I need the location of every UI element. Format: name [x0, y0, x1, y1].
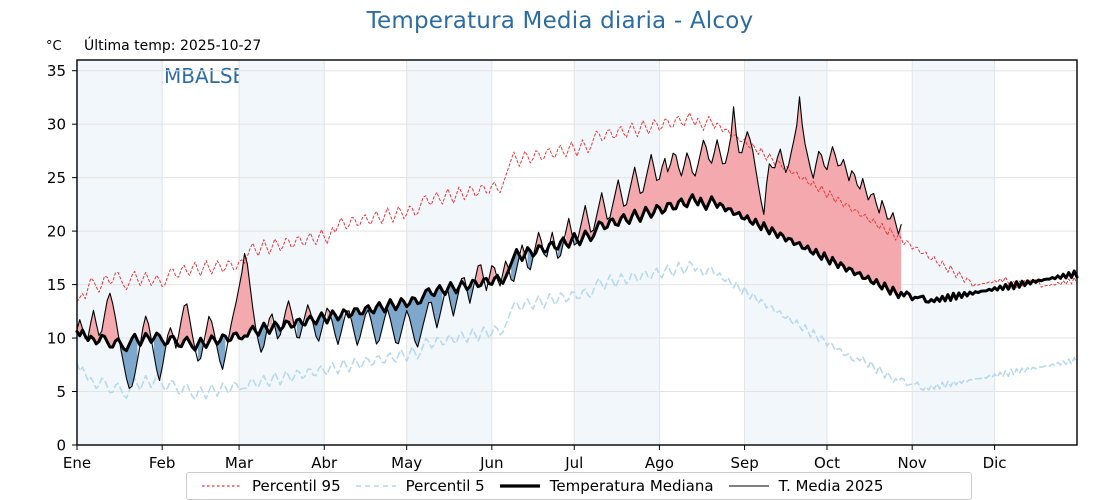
month-band: [406, 60, 492, 445]
y-axis-tick-label: 30: [47, 116, 66, 134]
x-axis-tick-label: Jul: [564, 454, 583, 472]
y-axis-tick-label: 20: [47, 223, 66, 241]
x-axis-tick-label: May: [391, 454, 422, 472]
month-band: [239, 60, 325, 445]
x-axis-tick-label: Jun: [479, 454, 503, 472]
x-axis-tick-label: Feb: [149, 454, 176, 472]
series-line-t-media-2025: [76, 96, 902, 389]
legend-swatch-icon: [728, 485, 769, 487]
y-axis-tick-label: 15: [47, 276, 66, 294]
anomaly-fill-above: [579, 96, 902, 298]
legend-item-label: T. Media 2025: [778, 477, 884, 495]
series-line-temperatura-mediana: [75, 193, 1079, 353]
plot-frame: [76, 59, 1078, 446]
series-line-percentil-5: [76, 260, 1078, 401]
legend-swatch-icon: [499, 484, 540, 488]
last-temp-label: Última temp: 2025-10-27: [84, 38, 262, 54]
y-axis-tick-label: 25: [47, 169, 66, 187]
month-band: [574, 60, 660, 445]
legend-item[interactable]: Percentil 95: [187, 473, 341, 499]
x-axis-tick-label: Oct: [814, 454, 840, 472]
legend-item-label: Temperatura Mediana: [549, 477, 714, 495]
anomaly-fill-below: [447, 282, 459, 317]
y-axis-tick-label: 0: [56, 437, 66, 455]
x-axis-tick-label: Ago: [645, 454, 674, 472]
anomaly-fill-below: [258, 323, 267, 353]
x-axis-tick-label: Abr: [311, 454, 338, 472]
legend-item[interactable]: T. Media 2025: [714, 473, 884, 499]
anomaly-fill-above: [206, 316, 215, 348]
anomaly-fill-below: [120, 334, 138, 389]
x-axis-tick-label: Mar: [225, 454, 254, 472]
legend-swatch-icon: [355, 485, 396, 487]
anomaly-fill-below: [527, 247, 534, 270]
legend-item[interactable]: Percentil 5: [341, 473, 485, 499]
x-axis-tick-label: Ene: [63, 454, 91, 472]
y-axis-tick-label: 5: [56, 383, 66, 401]
anomaly-fill-below: [557, 237, 564, 259]
anomaly-fill-above: [87, 293, 119, 348]
y-axis-tick-label: 35: [47, 62, 66, 80]
anomaly-fill-below: [511, 249, 520, 282]
x-axis-tick-label: Sep: [730, 454, 758, 472]
y-axis-unit-label: °C: [46, 39, 62, 54]
x-axis-tick-label: Dic: [983, 454, 1007, 472]
page-title: Temperatura Media diaria - Alcoy: [366, 8, 754, 34]
anomaly-fill-below: [544, 243, 550, 257]
month-band: [912, 60, 995, 445]
legend-swatch-icon: [202, 485, 242, 487]
anomaly-fill-below: [351, 285, 443, 347]
anomaly-fill-below: [274, 322, 281, 339]
x-axis-tick-label: Nov: [898, 454, 927, 472]
chart-legend: Percentil 95 Percentil 5 Temperatura Media…: [186, 472, 972, 500]
legend-item[interactable]: Temperatura Mediana: [485, 473, 714, 499]
legend-item-label: Percentil 95: [252, 477, 341, 495]
legend-item-label: Percentil 5: [405, 477, 485, 495]
y-axis-tick-label: 10: [47, 330, 66, 348]
anomaly-fill-above: [178, 303, 196, 351]
